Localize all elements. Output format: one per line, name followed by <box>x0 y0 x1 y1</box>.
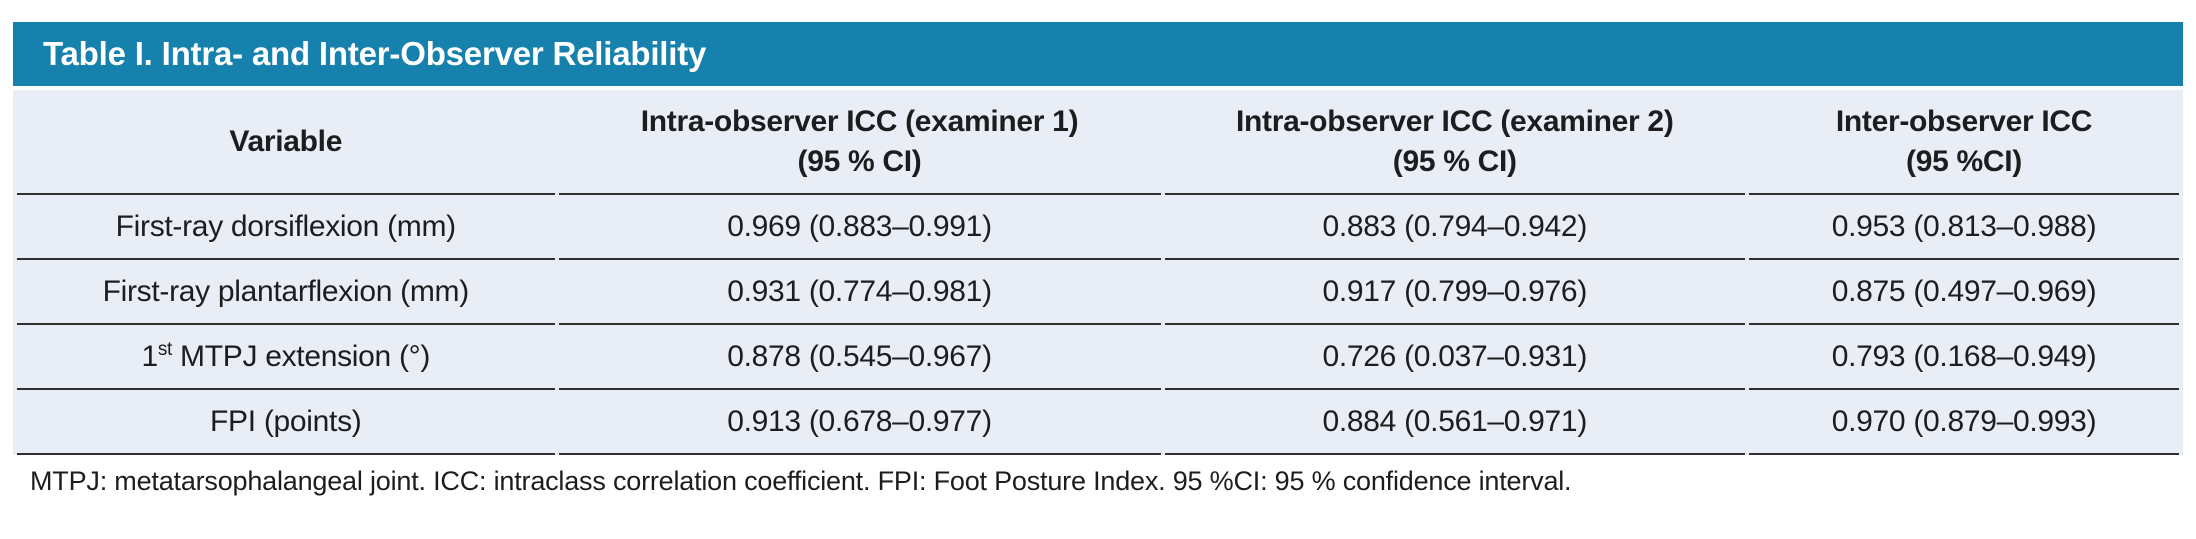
reliability-table: Table I. Intra- and Inter-Observer Relia… <box>13 22 2183 455</box>
variable-cell: First-ray plantarflexion (mm) <box>17 260 555 325</box>
table-title: Table I. Intra- and Inter-Observer Relia… <box>43 35 707 72</box>
intra-icc2-cell: 0.884 (0.561–0.971) <box>1164 390 1745 455</box>
variable-cell: FPI (points) <box>17 390 555 455</box>
table-row: First-ray dorsiflexion (mm) 0.969 (0.883… <box>17 195 2179 260</box>
intra-icc2-cell: 0.883 (0.794–0.942) <box>1164 195 1745 260</box>
intra-icc1-cell: 0.969 (0.883–0.991) <box>558 195 1161 260</box>
table-body: First-ray dorsiflexion (mm) 0.969 (0.883… <box>17 195 2179 455</box>
data-table: Variable Intra-observer ICC (examiner 1)… <box>13 90 2183 455</box>
header-label: Intra-observer ICC (examiner 2) <box>1235 104 1674 138</box>
ordinal-superscript: st <box>157 338 173 360</box>
header-cell-intra-icc-examiner2: Intra-observer ICC (examiner 2) (95 % CI… <box>1164 90 1745 195</box>
header-cell-inter-icc: Inter-observer ICC (95 %CI) <box>1749 90 2179 195</box>
header-label: Variable <box>229 124 343 158</box>
header-sublabel: (95 % CI) <box>1392 144 1517 178</box>
header-label: Intra-observer ICC (examiner 1) <box>640 104 1079 138</box>
table-body-panel: Variable Intra-observer ICC (examiner 1)… <box>13 90 2183 455</box>
variable-cell: 1st MTPJ extension (°) <box>17 325 555 390</box>
intra-icc2-cell: 0.726 (0.037–0.931) <box>1164 325 1745 390</box>
table-row: FPI (points) 0.913 (0.678–0.977) 0.884 (… <box>17 390 2179 455</box>
header-label: Inter-observer ICC <box>1835 104 2093 138</box>
inter-icc-cell: 0.875 (0.497–0.969) <box>1749 260 2179 325</box>
header-cell-intra-icc-examiner1: Intra-observer ICC (examiner 1) (95 % CI… <box>558 90 1161 195</box>
table-footnote: MTPJ: metatarsophalangeal joint. ICC: in… <box>30 466 1572 496</box>
inter-icc-cell: 0.953 (0.813–0.988) <box>1749 195 2179 260</box>
table-title-bar: Table I. Intra- and Inter-Observer Relia… <box>13 22 2183 86</box>
intra-icc1-cell: 0.878 (0.545–0.967) <box>558 325 1161 390</box>
table-header: Variable Intra-observer ICC (examiner 1)… <box>17 90 2179 195</box>
header-sublabel: (95 % CI) <box>797 144 922 178</box>
header-row: Variable Intra-observer ICC (examiner 1)… <box>17 90 2179 195</box>
inter-icc-cell: 0.970 (0.879–0.993) <box>1749 390 2179 455</box>
table-row: 1st MTPJ extension (°) 0.878 (0.545–0.96… <box>17 325 2179 390</box>
header-cell-variable: Variable <box>17 90 555 195</box>
intra-icc1-cell: 0.913 (0.678–0.977) <box>558 390 1161 455</box>
inter-icc-cell: 0.793 (0.168–0.949) <box>1749 325 2179 390</box>
intra-icc1-cell: 0.931 (0.774–0.981) <box>558 260 1161 325</box>
intra-icc2-cell: 0.917 (0.799–0.976) <box>1164 260 1745 325</box>
variable-cell: First-ray dorsiflexion (mm) <box>17 195 555 260</box>
table-row: First-ray plantarflexion (mm) 0.931 (0.7… <box>17 260 2179 325</box>
header-sublabel: (95 %CI) <box>1906 144 2022 178</box>
